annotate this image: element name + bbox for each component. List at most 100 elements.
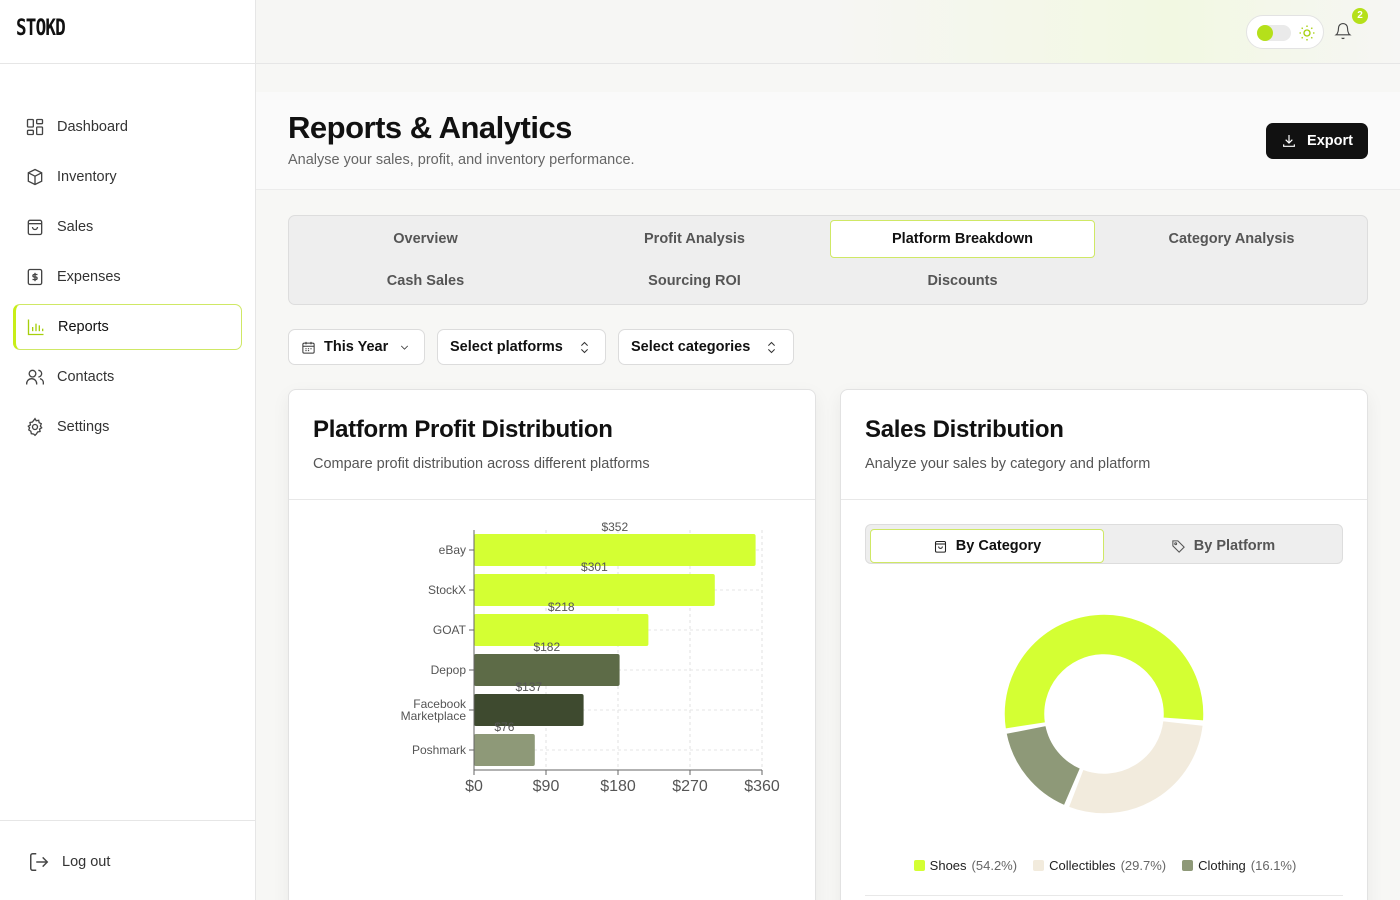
legend-label: Shoes (929, 858, 967, 873)
tab-cash-sales[interactable]: Cash Sales (386, 273, 465, 289)
category-tick-label: StockX (428, 583, 466, 597)
notification-badge: 2 (1352, 8, 1368, 24)
legend-item-clothing[interactable]: Clothing (16.1%) (1182, 858, 1296, 873)
legend-swatch (1033, 860, 1045, 871)
categories-value: Select categories (631, 339, 751, 355)
export-label: Export (1307, 133, 1353, 149)
bar-depop[interactable] (474, 654, 620, 686)
categories-select[interactable]: Select categories (618, 329, 794, 365)
tab-profit-analysis[interactable]: Profit Analysis (644, 231, 745, 247)
users-icon (26, 369, 44, 385)
dollar-receipt-icon (27, 268, 43, 286)
logout-label: Log out (62, 854, 111, 870)
profit-bar-chart: $352 eBay $301 StockX $218 GOAT $182 Depop $137 F… (401, 520, 780, 795)
theme-toggle[interactable] (1246, 15, 1324, 49)
toggle-track (1257, 25, 1291, 41)
tab-sourcing-roi[interactable]: Sourcing ROI (648, 273, 741, 289)
tab-category-analysis[interactable]: Category Analysis (1168, 231, 1295, 247)
card-description: Compare profit distribution across diffe… (313, 456, 650, 472)
period-value: This Year (324, 339, 389, 355)
sidebar-nav: Dashboard Inventory Sales Expenses Repor… (0, 64, 255, 450)
sidebar-item-inventory[interactable]: Inventory (13, 154, 242, 200)
bar-goat[interactable] (474, 614, 649, 646)
sidebar-item-contacts[interactable]: Contacts (13, 354, 242, 400)
by-category-button[interactable]: By Category (870, 529, 1104, 563)
bar-value-label: $218 (548, 600, 575, 614)
by-platform-label: By Platform (1193, 538, 1276, 554)
toggle-knob (1257, 25, 1273, 41)
platforms-select[interactable]: Select platforms (437, 329, 606, 365)
category-tick-label: GOAT (433, 623, 467, 637)
logout-button[interactable]: Log out (28, 851, 110, 873)
category-tick-label: Poshmark (412, 743, 467, 757)
donut-slice-clothing[interactable] (1004, 724, 1082, 807)
sidebar-item-expenses[interactable]: Expenses (13, 254, 242, 300)
distribution-toggle: By Category By Platform (865, 524, 1343, 564)
page-header: Reports & Analytics Analyse your sales, … (256, 92, 1400, 190)
bar-value-label: $137 (515, 680, 542, 694)
card-title: Platform Profit Distribution (313, 416, 613, 443)
legend-label: Clothing (1198, 858, 1246, 873)
bar-chart-icon (27, 319, 44, 336)
card-description: Analyze your sales by category and platf… (865, 456, 1151, 472)
legend-label: Collectibles (1049, 858, 1116, 873)
legend-swatch (1182, 860, 1194, 871)
tab-platform-breakdown[interactable]: Platform Breakdown (830, 220, 1095, 258)
sidebar-item-label: Contacts (57, 369, 115, 385)
donut-slice-collectibles[interactable] (1067, 719, 1205, 815)
x-tick-label: $270 (672, 778, 708, 795)
by-platform-button[interactable]: By Platform (1106, 529, 1340, 563)
donut-slice-shoes[interactable] (1003, 613, 1205, 731)
notifications-button[interactable] (1334, 22, 1354, 42)
sidebar-item-settings[interactable]: Settings (13, 404, 242, 450)
gear-icon (27, 417, 43, 437)
chevron-updown-icon (580, 341, 588, 353)
sales-donut-chart (1003, 613, 1205, 815)
bar-ebay[interactable] (474, 534, 756, 566)
card-header: Sales Distribution Analyze your sales by… (841, 390, 1367, 500)
sidebar-item-reports[interactable]: Reports (13, 304, 242, 350)
by-category-label: By Category (955, 538, 1042, 554)
calendar-icon (302, 341, 315, 354)
sidebar-item-label: Sales (57, 219, 94, 235)
card-header: Platform Profit Distribution Compare pro… (289, 390, 815, 500)
donut-legend: Shoes (54.2%) Collectibles (29.7%) Clothing (… (841, 858, 1369, 873)
bar-value-label: $76 (494, 720, 514, 734)
bar-value-label: $182 (533, 640, 560, 654)
tab-discounts[interactable]: Discounts (927, 273, 998, 289)
sidebar-item-label: Inventory (57, 169, 117, 185)
sidebar-item-label: Dashboard (57, 119, 128, 135)
shopping-bag-icon (934, 540, 946, 553)
report-tabs: Overview Profit Analysis Platform Breakd… (288, 215, 1368, 305)
box-icon (27, 168, 43, 186)
bar-value-label: $301 (581, 560, 608, 574)
sidebar-item-sales[interactable]: Sales (13, 204, 242, 250)
sidebar: STOKD Dashboard Inventory Sales Expenses… (0, 0, 256, 900)
brand-logo[interactable]: STOKD (16, 16, 66, 41)
legend-item-shoes[interactable]: Shoes (54.2%) (913, 858, 1018, 873)
sidebar-item-dashboard[interactable]: Dashboard (13, 104, 242, 150)
legend-percent: (29.7%) (1120, 858, 1167, 873)
legend-swatch (913, 860, 925, 871)
page-title: Reports & Analytics (288, 110, 572, 145)
bar-facebook-marketplace[interactable] (474, 694, 584, 726)
x-tick-label: $180 (600, 778, 636, 795)
tab-overview[interactable]: Overview (393, 231, 458, 247)
sidebar-item-label: Settings (57, 419, 110, 435)
x-tick-label: $90 (533, 778, 560, 795)
period-select[interactable]: This Year (288, 329, 425, 365)
dashboard-icon (26, 118, 44, 136)
sidebar-item-label: Expenses (57, 269, 121, 285)
platform-profit-card: Platform Profit Distribution Compare pro… (288, 389, 816, 900)
bar-poshmark[interactable] (474, 734, 535, 766)
sales-distribution-card: Sales Distribution Analyze your sales by… (840, 389, 1368, 900)
tag-icon (1172, 539, 1185, 553)
bar-stockx[interactable] (474, 574, 715, 606)
category-tick-label: eBay (439, 543, 466, 557)
legend-item-collectibles[interactable]: Collectibles (29.7%) (1033, 858, 1166, 873)
x-tick-label: $0 (465, 778, 483, 795)
export-button[interactable]: Export (1266, 123, 1368, 159)
chevron-down-icon (401, 345, 409, 350)
logo-bar: STOKD (0, 0, 255, 64)
legend-percent: (54.2%) (971, 858, 1018, 873)
